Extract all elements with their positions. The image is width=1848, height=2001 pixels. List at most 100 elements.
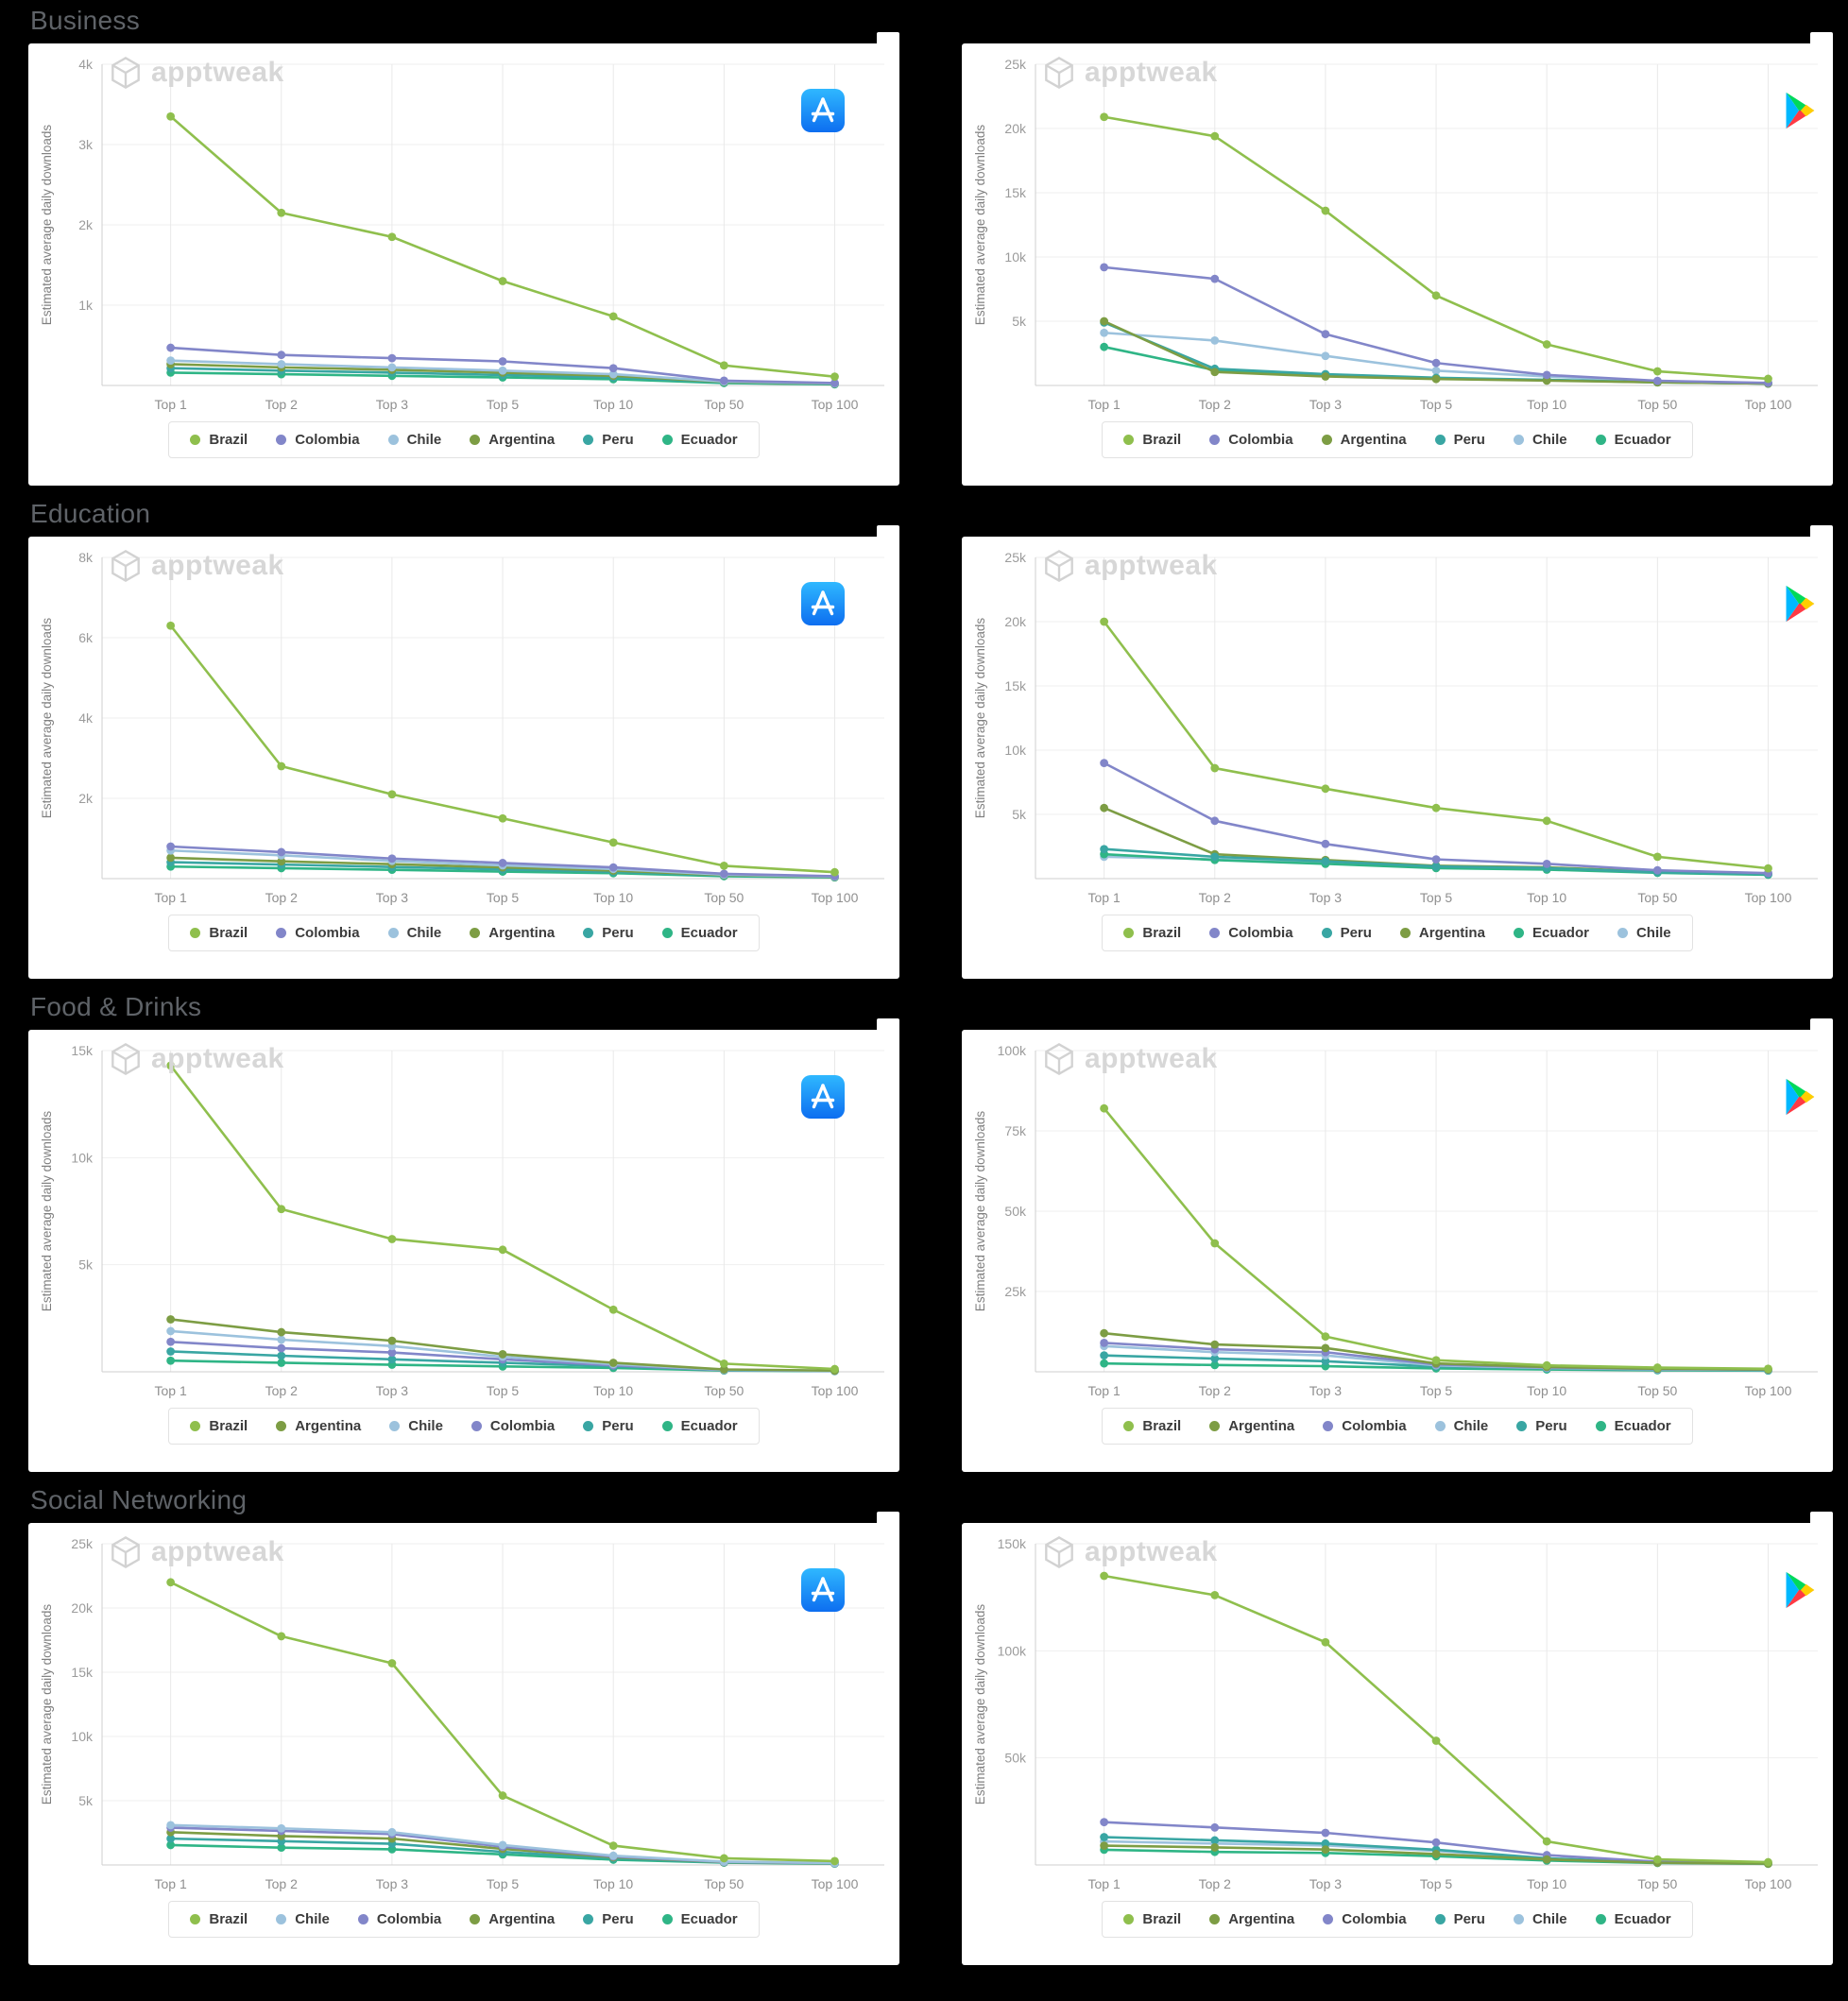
x-tick-label: Top 100 [812,1876,859,1891]
legend-item-label: Argentina [295,1418,362,1434]
legend-item-peru[interactable]: Peru [1321,925,1372,941]
y-tick-label: 100k [998,1043,1027,1058]
data-point [1764,864,1772,873]
legend-dot [471,1421,482,1431]
data-point [166,1840,176,1850]
y-tick-label: 6k [78,630,94,645]
x-tick-label: Top 100 [812,397,859,412]
legend-item-chile[interactable]: Chile [387,925,442,941]
legend-item-argentina[interactable]: Argentina [276,1418,361,1434]
legend-item-brazil[interactable]: Brazil [1123,1418,1181,1434]
legend-item-chile[interactable]: Chile [1513,1911,1567,1927]
legend-item-colombia[interactable]: Colombia [1323,1911,1407,1927]
y-tick-label: 15k [71,1665,94,1680]
legend-item-peru[interactable]: Peru [1516,1418,1567,1434]
data-point [1431,862,1441,871]
legend-item-peru[interactable]: Peru [1434,1911,1485,1927]
data-point [1210,1822,1220,1832]
data-point [277,1359,286,1367]
legend-item-ecuador[interactable]: Ecuador [661,1911,738,1927]
legend-item-argentina[interactable]: Argentina [1399,925,1485,941]
x-tick-label: Top 1 [1088,1876,1121,1891]
legend-item-chile[interactable]: Chile [276,1911,330,1927]
legend-item-argentina[interactable]: Argentina [470,432,555,448]
y-tick-label: 10k [71,1729,94,1744]
data-point [277,1343,286,1353]
legend-item-colombia[interactable]: Colombia [471,1418,555,1434]
y-tick-label: 150k [998,1536,1027,1551]
legend-item-argentina[interactable]: Argentina [1209,1911,1294,1927]
data-point [830,1856,839,1866]
data-point [1210,852,1220,862]
legend-item-argentina[interactable]: Argentina [1209,1418,1294,1434]
legend-item-brazil[interactable]: Brazil [190,432,248,448]
legend-dot [1123,435,1135,445]
legend-item-brazil[interactable]: Brazil [190,1911,248,1927]
x-tick-label: Top 100 [812,890,859,905]
card-notch [877,525,899,548]
legend-item-ecuador[interactable]: Ecuador [661,1418,738,1434]
x-tick-label: Top 50 [704,1876,744,1891]
data-point [277,1335,286,1344]
legend-item-peru[interactable]: Peru [583,1911,634,1927]
legend-item-colombia[interactable]: Colombia [1209,432,1293,448]
data-point [277,857,286,866]
legend-item-brazil[interactable]: Brazil [1123,925,1181,941]
legend-item-argentina[interactable]: Argentina [470,925,555,941]
legend-item-peru[interactable]: Peru [1434,432,1485,448]
legend-item-colombia[interactable]: Colombia [276,925,360,941]
legend-item-chile[interactable]: Chile [1513,432,1567,448]
legend-dot [1209,1914,1221,1924]
data-point [1652,865,1662,875]
legend-item-chile[interactable]: Chile [387,432,441,448]
data-point [277,1843,286,1853]
chart-canvas: 1k 2k 3k 4k Top 1 Top 2 Top 3 Top 5 Top 10 Top 50… [40,57,884,412]
data-point [498,1791,507,1800]
legend-item-label: Brazil [209,925,248,941]
card-notch [877,32,899,55]
series-brazil [166,1061,839,1374]
legend-item-brazil[interactable]: Brazil [1123,1911,1181,1927]
legend-item-colombia[interactable]: Colombia [357,1911,441,1927]
legend-item-ecuador[interactable]: Ecuador [1595,432,1671,448]
legend-item-chile[interactable]: Chile [1434,1418,1488,1434]
data-point [1100,263,1109,272]
legend-item-brazil[interactable]: Brazil [1123,432,1181,448]
data-point [719,1365,728,1374]
legend-dot [1123,1914,1135,1924]
legend-item-label: Argentina [488,1911,556,1927]
data-point [608,1305,618,1314]
data-point [277,1351,286,1360]
y-tick-label: 2k [78,217,94,232]
legend-item-argentina[interactable]: Argentina [1321,432,1407,448]
legend-item-label: Brazil [1142,432,1182,448]
legend: Brazil Chile Colombia Argentina Peru Ecuador [28,1901,899,1938]
legend-item-chile[interactable]: Chile [1617,925,1671,941]
legend-item-peru[interactable]: Peru [583,1418,634,1434]
legend-item-brazil[interactable]: Brazil [190,925,248,941]
legend-item-colombia[interactable]: Colombia [1323,1418,1407,1434]
legend-item-ecuador[interactable]: Ecuador [1595,1911,1671,1927]
data-point [1100,1571,1109,1581]
legend-dot [1323,1421,1334,1431]
legend-item-label: Colombia [295,925,360,941]
legend-item-argentina[interactable]: Argentina [470,1911,555,1927]
data-point [1100,1841,1109,1850]
legend-item-ecuador[interactable]: Ecuador [1595,1418,1671,1434]
category-section: Food & Drinks 5k 10k 15k Top 1 Top 2 Top 3 Top… [28,992,1833,1472]
legend-item-ecuador[interactable]: Ecuador [661,432,738,448]
legend-item-peru[interactable]: Peru [583,925,634,941]
data-point [1542,1360,1551,1370]
legend-item-label: Chile [406,925,442,941]
series-colombia [1100,759,1772,878]
x-tick-label: Top 2 [1199,1383,1231,1398]
legend-item-peru[interactable]: Peru [583,432,634,448]
legend-item-colombia[interactable]: Colombia [1209,925,1293,941]
legend-item-chile[interactable]: Chile [389,1418,443,1434]
legend-item-colombia[interactable]: Colombia [276,432,360,448]
legend-item-brazil[interactable]: Brazil [190,1418,248,1434]
chart-card: 5k 10k 15k 20k 25k Top 1 Top 2 Top 3 Top 5 Top 10… [28,1512,899,1965]
data-point [277,1632,286,1641]
legend-item-ecuador[interactable]: Ecuador [1513,925,1589,941]
legend-item-ecuador[interactable]: Ecuador [661,925,738,941]
